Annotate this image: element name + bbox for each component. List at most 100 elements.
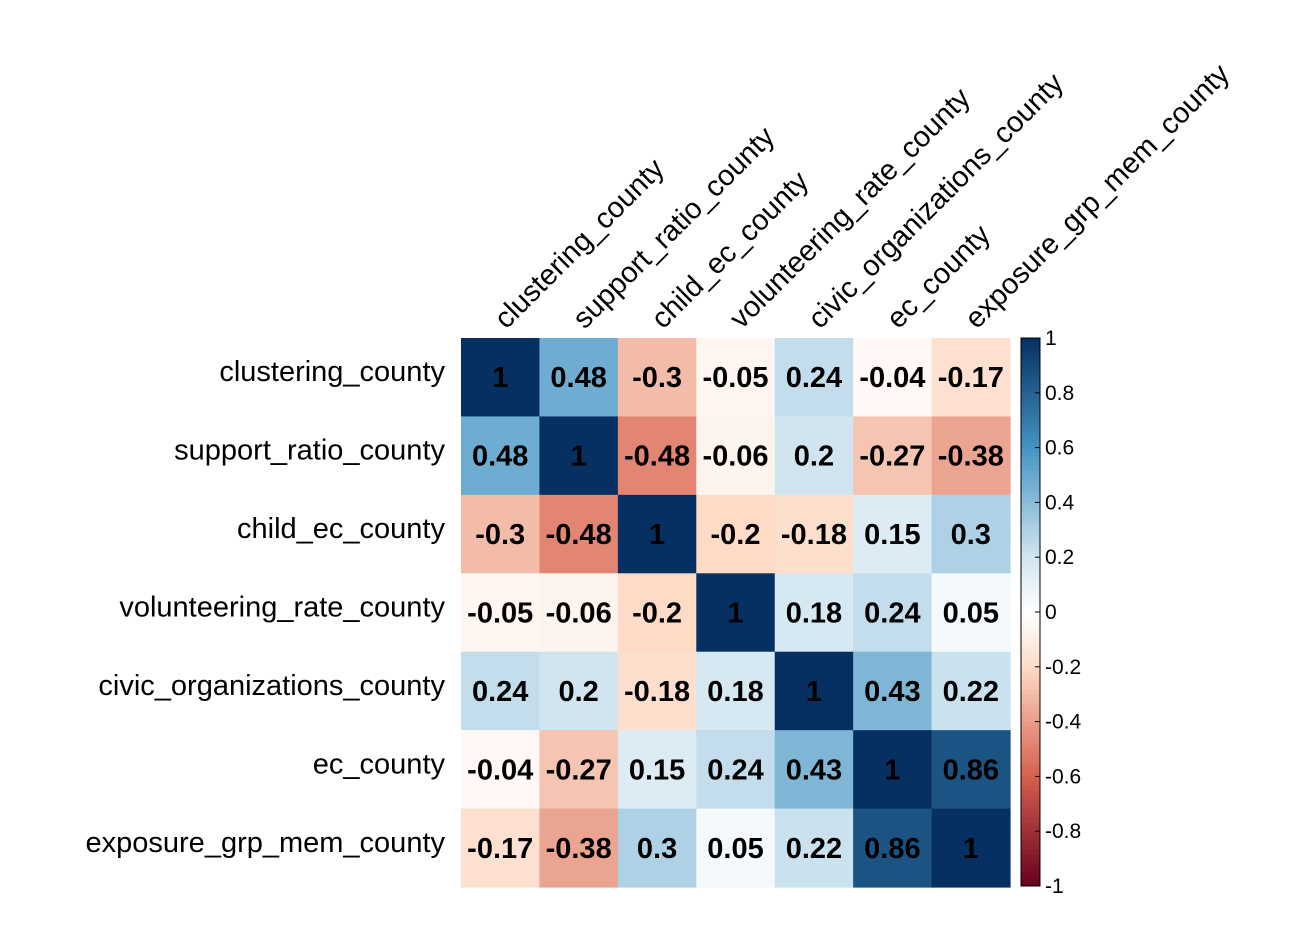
colorbar-segment (1021, 767, 1040, 773)
colorbar-segment (1021, 639, 1040, 645)
heatmap-cell (539, 651, 619, 731)
colorbar-segment (1021, 365, 1040, 371)
colorbar-segment (1021, 475, 1040, 481)
colorbar-segment (1021, 726, 1040, 732)
colorbar-segment (1021, 392, 1040, 398)
colorbar-tick-label: -0.4 (1045, 711, 1082, 734)
cell-value-label: -0.38 (546, 833, 612, 865)
heatmap-cell (461, 416, 541, 496)
colorbar-segment (1021, 835, 1040, 841)
colorbar-segment (1021, 675, 1040, 681)
cell-value-label: -0.06 (702, 441, 768, 473)
colorbar-segment (1021, 657, 1040, 663)
heatmap-cell (931, 730, 1011, 810)
colorbar-segment (1021, 717, 1040, 723)
heatmap-cell (931, 338, 1011, 418)
cell-value-label: 0.3 (951, 519, 991, 551)
row-label: child_ec_county (237, 513, 445, 545)
colorbar-segment (1021, 607, 1040, 613)
heatmap-cell (539, 808, 619, 888)
cell-value-label: 0.18 (786, 598, 842, 630)
heatmap-cell (696, 651, 776, 731)
row-label: civic_organizations_county (98, 670, 445, 702)
colorbar-segment (1021, 703, 1040, 709)
colorbar-segment (1021, 666, 1040, 672)
colorbar-segment (1021, 872, 1040, 878)
colorbar-segment (1021, 831, 1040, 837)
colorbar-tick-label: 0.6 (1045, 437, 1074, 460)
colorbar-tick-label: -0.8 (1045, 820, 1081, 843)
heatmap-cell (617, 494, 697, 574)
colorbar-segment (1021, 876, 1040, 882)
colorbar-segment (1021, 493, 1040, 499)
row-label: clustering_county (219, 356, 445, 388)
cell-value-label: 0.24 (864, 598, 920, 630)
colorbar-segment (1021, 543, 1040, 549)
colorbar-segment (1021, 506, 1040, 513)
row-label: volunteering_rate_county (119, 592, 445, 624)
cell-value-label: 1 (806, 676, 822, 708)
colorbar-segment (1021, 712, 1040, 718)
colorbar-segment (1021, 735, 1040, 741)
cell-value-label: 0.18 (707, 676, 763, 708)
colorbar-segment (1021, 744, 1040, 750)
colorbar-segment (1021, 780, 1040, 787)
colorbar-segment (1021, 707, 1040, 713)
colorbar-tick-label: 0.2 (1045, 546, 1074, 569)
colorbar-segment (1021, 689, 1040, 695)
cell-value-label: -0.04 (859, 362, 925, 394)
colorbar-segment (1021, 662, 1040, 668)
colorbar-segment (1021, 580, 1040, 586)
colorbar-tick-label: -0.2 (1045, 656, 1081, 679)
colorbar-segment (1021, 575, 1040, 581)
colorbar-segment (1021, 465, 1040, 471)
heatmap-cell (539, 338, 619, 418)
colorbar-tick-label: -1 (1045, 875, 1064, 898)
colorbar-segment (1021, 612, 1040, 618)
cell-value-label: 0.22 (943, 676, 999, 708)
colorbar-segment (1021, 771, 1040, 777)
heatmap-cell (774, 651, 854, 731)
colorbar-segment (1021, 411, 1040, 417)
cell-value-label: -0.17 (467, 833, 533, 865)
colorbar-segment (1021, 351, 1040, 357)
colorbar-segment (1021, 566, 1040, 572)
cell-value-label: -0.18 (781, 519, 847, 551)
colorbar-segment (1021, 762, 1040, 768)
cells-layer (461, 338, 1011, 888)
colorbar-segment (1021, 424, 1040, 430)
colorbar-segment (1021, 822, 1040, 828)
cell-value-label: -0.3 (475, 519, 525, 551)
cell-value-label: 0.3 (637, 833, 677, 865)
cell-value-label: 0.24 (786, 362, 842, 394)
colorbar-segment (1021, 785, 1040, 791)
colorbar-segment (1021, 415, 1040, 421)
colorbar-segment (1021, 479, 1040, 485)
colorbar-segment (1021, 534, 1040, 540)
colorbar-segment (1021, 694, 1040, 700)
colorbar-segment (1021, 808, 1040, 814)
colorbar-segment (1021, 863, 1040, 869)
colorbar-segment (1021, 497, 1040, 503)
colorbar-segment (1021, 630, 1040, 636)
colorbar-segment (1021, 452, 1040, 458)
heatmap-cell (853, 651, 933, 731)
colorbar-segment (1021, 854, 1040, 860)
colorbar-segment (1021, 511, 1040, 517)
cell-value-label: -0.05 (702, 362, 768, 394)
colorbar-segment (1021, 858, 1040, 864)
heatmap-cell (617, 808, 697, 888)
heatmap-cell (696, 730, 776, 810)
heatmap-cell (931, 808, 1011, 888)
cell-value-label: 0.2 (794, 441, 834, 473)
heatmap-cell (853, 730, 933, 810)
colorbar-segment (1021, 625, 1040, 631)
colorbar-segment (1021, 799, 1040, 805)
colorbar-segment (1021, 648, 1040, 654)
colorbar-segment (1021, 379, 1040, 385)
colorbar-segment (1021, 776, 1040, 782)
heatmap-cell (931, 416, 1011, 496)
colorbar-segment (1021, 817, 1040, 823)
heatmap-cell (774, 808, 854, 888)
